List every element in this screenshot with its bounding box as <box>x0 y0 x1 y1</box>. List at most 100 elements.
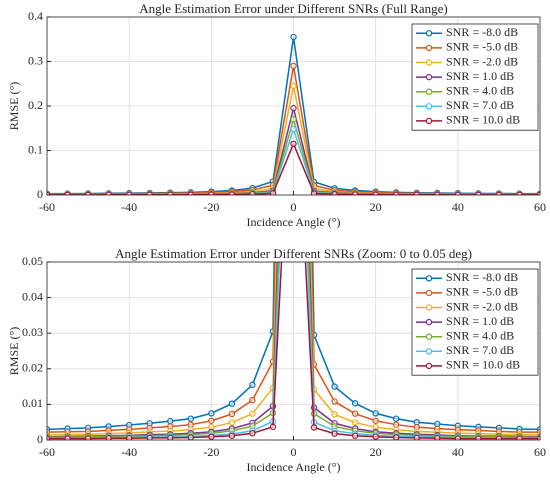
marker <box>536 435 540 440</box>
marker <box>290 125 297 133</box>
y-tick-label: 0.03 <box>22 325 43 339</box>
marker <box>249 430 256 437</box>
y-tick-label: 0.2 <box>28 98 43 112</box>
marker <box>290 140 297 148</box>
marker <box>331 190 338 195</box>
x-tick-label: -40 <box>121 200 137 214</box>
legend-marker <box>425 117 433 125</box>
marker <box>351 410 359 417</box>
marker <box>372 410 379 417</box>
x-axis-label: Incidence Angle (°) <box>246 460 340 474</box>
marker <box>454 435 462 440</box>
legend-marker <box>425 73 433 81</box>
x-tick-label: 60 <box>534 445 546 459</box>
marker <box>249 190 256 195</box>
marker <box>125 435 133 440</box>
legend-label: SNR = -2.0 dB <box>446 299 518 313</box>
marker <box>372 417 379 424</box>
y-tick-label: 0.4 <box>28 9 43 23</box>
axes-frame <box>46 16 541 196</box>
y-tick-label: 0 <box>37 187 43 201</box>
marker <box>372 433 379 440</box>
x-axis-label: Incidence Angle (°) <box>246 215 340 229</box>
x-tick-label: 0 <box>291 200 297 214</box>
marker <box>269 423 277 431</box>
legend-label: SNR = -5.0 dB <box>446 40 518 54</box>
marker <box>310 424 318 431</box>
x-tick-label: -60 <box>39 445 55 459</box>
axes-frame <box>46 261 541 441</box>
y-axis-label: RMSE (°) <box>7 327 21 375</box>
legend-marker <box>425 103 433 110</box>
legend-marker <box>425 333 433 340</box>
marker <box>228 419 236 426</box>
y-tick-label: 0.02 <box>22 361 43 375</box>
marker <box>351 432 359 439</box>
legend-marker <box>425 362 433 370</box>
legend-marker <box>425 88 433 95</box>
marker <box>84 435 92 440</box>
marker <box>331 398 338 405</box>
chart-title: Angle Estimation Error under Different S… <box>115 246 472 261</box>
marker <box>208 417 215 424</box>
y-tick-label: 0 <box>37 432 43 446</box>
marker <box>249 396 256 404</box>
legend-marker <box>425 275 433 282</box>
marker <box>64 435 71 440</box>
marker <box>167 434 174 440</box>
marker <box>290 33 297 41</box>
axes: -60 -40 -20 0 20 40 60 0 0.1 0.2 0.3 0.4 Angle Estim… <box>7 1 546 229</box>
y-tick-label: 0.01 <box>22 396 43 410</box>
legend-marker <box>425 304 433 311</box>
marker <box>372 191 379 195</box>
marker <box>249 410 256 417</box>
marker <box>290 82 297 90</box>
legend-label: SNR = 1.0 dB <box>446 314 514 328</box>
x-tick-label: -20 <box>203 200 219 214</box>
marker <box>393 434 400 440</box>
axes: -60 -40 -20 0 20 40 60 0 0.01 0.02 0.03 0.04 0.05 Ang… <box>7 246 546 474</box>
marker <box>351 191 359 195</box>
marker <box>290 116 297 123</box>
marker <box>208 191 215 195</box>
marker <box>208 410 215 417</box>
marker <box>475 435 482 440</box>
x-tick-label: 20 <box>370 445 382 459</box>
marker <box>290 105 297 112</box>
data-layer <box>47 262 540 440</box>
marker <box>228 432 236 439</box>
x-tick-label: 0 <box>291 445 297 459</box>
marker <box>351 419 359 426</box>
legend-label: SNR = 7.0 dB <box>446 98 514 112</box>
legend-marker <box>425 348 433 355</box>
legend-marker <box>425 289 433 297</box>
marker <box>187 434 194 440</box>
marker <box>516 435 523 440</box>
marker <box>249 381 256 389</box>
y-axis-label: RMSE (°) <box>7 82 21 130</box>
marker <box>105 435 112 440</box>
legend-label: SNR = 4.0 dB <box>446 328 514 342</box>
x-tick-label: 60 <box>534 200 546 214</box>
x-tick-label: 20 <box>370 200 382 214</box>
x-tick-label: -40 <box>121 445 137 459</box>
legend-marker <box>425 30 433 37</box>
marker <box>331 411 338 418</box>
legend-label: SNR = 10.0 dB <box>446 113 520 127</box>
legend-label: SNR = 10.0 dB <box>446 358 520 372</box>
marker <box>310 190 318 195</box>
legend-label: SNR = 1.0 dB <box>446 69 514 83</box>
x-tick-label: 40 <box>452 200 464 214</box>
marker <box>434 435 441 440</box>
y-tick-label: 0.04 <box>22 289 43 303</box>
data-layer <box>47 33 540 195</box>
legend-marker <box>425 318 433 326</box>
chart-title: Angle Estimation Error under Different S… <box>139 1 447 16</box>
legend-label: SNR = 7.0 dB <box>446 343 514 357</box>
y-tick-label: 0.3 <box>28 53 43 67</box>
marker <box>331 430 338 437</box>
marker <box>228 410 236 418</box>
